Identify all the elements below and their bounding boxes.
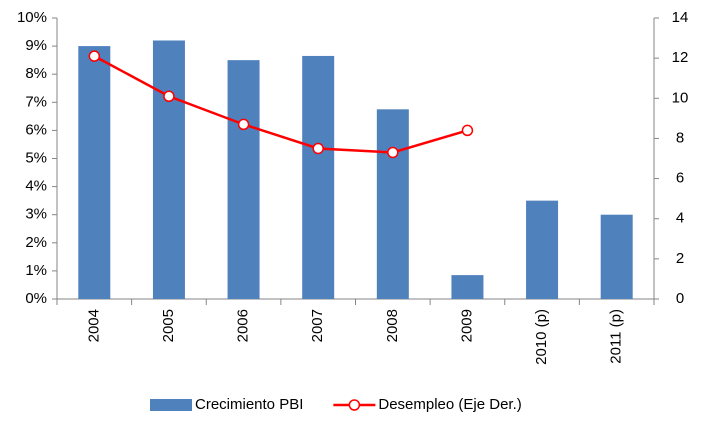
legend-marker xyxy=(348,399,361,411)
line-marker xyxy=(163,90,175,103)
bar xyxy=(78,46,111,299)
y2-tick-label: 12 xyxy=(672,49,689,66)
x-tick-label: 2006 xyxy=(235,309,252,342)
y2-tick-label: 10 xyxy=(672,89,689,106)
x-tick-label: 2007 xyxy=(309,309,326,342)
y-tick-label: 6% xyxy=(25,121,47,138)
line-marker xyxy=(237,118,250,131)
line-marker xyxy=(88,50,101,62)
y-tick-label: 9% xyxy=(25,37,47,54)
line-marker xyxy=(387,146,399,159)
y-tick-label: 5% xyxy=(25,149,47,166)
legend-label: Crecimiento PBI xyxy=(195,396,303,413)
bar xyxy=(227,60,260,300)
y2-tick-label: 4 xyxy=(676,210,684,227)
x-tick-label: 2010 (p) xyxy=(533,309,550,365)
y-tick-label: 0% xyxy=(25,290,47,307)
bar xyxy=(302,55,335,300)
y2-tick-label: 0 xyxy=(676,290,684,307)
x-tick-label: 2011 (p) xyxy=(608,309,625,364)
y-tick-label: 3% xyxy=(25,206,47,223)
y-tick-label: 7% xyxy=(25,93,47,110)
legend-swatch xyxy=(150,399,192,411)
bar xyxy=(526,200,559,299)
line xyxy=(93,55,468,154)
y-tick-label: 1% xyxy=(25,262,47,279)
y-tick-label: 2% xyxy=(25,234,47,251)
y-tick-label: 8% xyxy=(25,65,47,82)
y2-tick-label: 6 xyxy=(676,170,684,187)
line-marker xyxy=(312,142,324,155)
x-tick-label: 2004 xyxy=(85,309,102,342)
y-tick-label: 10% xyxy=(17,9,47,26)
x-tick-label: 2008 xyxy=(384,309,401,342)
bar xyxy=(600,214,633,299)
x-tick-label: 2005 xyxy=(160,309,177,342)
x-tick-label: 2009 xyxy=(458,309,475,342)
y-tick-label: 4% xyxy=(25,178,47,195)
line-marker xyxy=(461,124,474,137)
bar xyxy=(152,40,185,299)
y2-tick-label: 8 xyxy=(676,129,684,146)
y2-tick-label: 2 xyxy=(676,250,684,267)
legend-label: Desempleo (Eje Der.) xyxy=(378,396,521,413)
bar xyxy=(376,109,409,299)
bar xyxy=(451,275,484,299)
y2-tick-label: 14 xyxy=(672,9,689,26)
